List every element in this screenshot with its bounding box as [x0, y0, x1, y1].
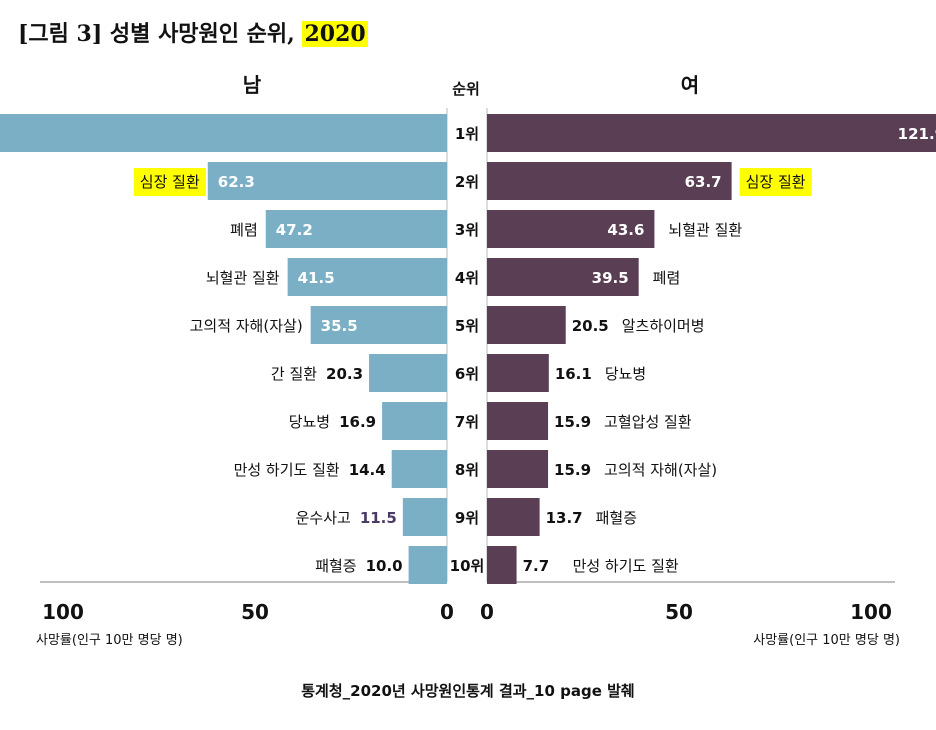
female-axis-tick-label: 50 — [665, 600, 693, 624]
female-value-label: 16.1 — [555, 365, 592, 383]
female-cause-label: 폐렴 — [653, 269, 681, 287]
rank-label: 3위 — [455, 221, 479, 239]
male-cause-label: 고의적 자해(자살) — [190, 317, 303, 335]
male-bar — [0, 114, 447, 152]
male-cause-label: 폐렴 — [230, 221, 258, 239]
female-value-label: 43.6 — [607, 221, 644, 239]
male-axis-tick-label: 100 — [42, 600, 84, 624]
male-value-label: 20.3 — [326, 365, 363, 383]
figure-title: [그림 3] 성별 사망원인 순위, 2020 — [18, 16, 368, 48]
female-value-label: 63.7 — [685, 173, 722, 191]
female-value-label: 121.9 — [898, 125, 936, 143]
male-bar — [265, 210, 447, 248]
rank-label: 2위 — [455, 173, 479, 191]
rank-label: 10위 — [450, 557, 485, 575]
female-cause-label: 패혈증 — [596, 509, 637, 527]
female-xlabel: 사망률(인구 10만 명당 명) — [753, 633, 900, 648]
female-bar — [487, 546, 517, 584]
female-axis-tick-label: 100 — [850, 600, 892, 624]
rank-label: 9위 — [455, 509, 479, 527]
female-bar — [487, 450, 549, 488]
female-cause-label: 당뇨병 — [605, 365, 646, 383]
female-axis-tick-label: 0 — [480, 600, 494, 624]
female-cause-label: 고의적 자해(자살) — [604, 461, 717, 479]
female-bar — [487, 498, 540, 536]
male-bar — [287, 258, 447, 296]
male-cause-label: 뇌혈관 질환 — [206, 269, 280, 287]
male-highlight-box — [133, 168, 206, 196]
male-value-label: 14.4 — [349, 461, 386, 479]
rank-header: 순위 — [452, 80, 480, 98]
male-bar — [369, 354, 447, 392]
male-bar — [391, 450, 447, 488]
rank-label: 5위 — [455, 317, 479, 335]
male-cause-label: 만성 하기도 질환 — [234, 461, 340, 479]
male-value-label: 10.0 — [366, 557, 403, 575]
female-bar — [487, 402, 549, 440]
female-cause-label: 만성 하기도 질환 — [573, 557, 679, 575]
male-cause-label: 운수사고 — [296, 509, 351, 527]
female-bar — [487, 354, 549, 392]
female-value-label: 7.7 — [523, 557, 550, 575]
female-value-label: 39.5 — [592, 269, 629, 287]
figure-title-prefix: [그림 3] 성별 사망원인 순위, — [18, 21, 303, 47]
female-bar — [487, 162, 732, 200]
female-cause-label: 뇌혈관 질환 — [668, 221, 742, 239]
female-bar — [487, 306, 566, 344]
male-bar — [408, 546, 447, 584]
male-cause-label: 심장 질환 — [140, 173, 200, 191]
male-cause-label: 당뇨병 — [289, 413, 330, 431]
female-bar — [487, 114, 936, 152]
female-bar — [487, 258, 639, 296]
rank-label: 1위 — [455, 125, 479, 143]
male-xlabel: 사망률(인구 10만 명당 명) — [36, 633, 183, 648]
female-cause-label: 고혈압성 질환 — [604, 413, 692, 431]
rank-label: 4위 — [455, 269, 479, 287]
male-bar — [382, 402, 447, 440]
rank-label: 6위 — [455, 365, 479, 383]
male-header: 남 — [243, 73, 262, 97]
male-bar — [310, 306, 447, 344]
male-cause-label: 간 질환 — [271, 365, 317, 383]
male-value-label: 62.3 — [218, 173, 255, 191]
female-bar — [487, 210, 655, 248]
female-value-label: 15.9 — [554, 461, 591, 479]
female-value-label: 15.9 — [554, 413, 591, 431]
male-value-label: 47.2 — [276, 221, 313, 239]
male-value-label: 35.5 — [321, 317, 358, 335]
female-cause-label: 심장 질환 — [746, 173, 806, 191]
male-bar — [207, 162, 447, 200]
male-axis-tick-label: 0 — [440, 600, 454, 624]
female-header: 여 — [681, 73, 699, 97]
source-note: 통계청_2020년 사망원인통계 결과_10 page 발췌 — [301, 682, 635, 700]
female-value-label: 20.5 — [572, 317, 609, 335]
rank-label: 8위 — [455, 461, 479, 479]
male-axis-tick-label: 50 — [241, 600, 269, 624]
male-value-label: 41.5 — [298, 269, 335, 287]
butterfly-bar-chart: 남 순위 여 사망률(인구 10만 명당 명) 사망률(인구 10만 명당 명)… — [0, 73, 936, 648]
male-value-label: 16.9 — [339, 413, 376, 431]
female-value-label: 13.7 — [546, 509, 583, 527]
male-cause-label: 패혈증 — [315, 557, 356, 575]
female-highlight-box — [739, 168, 812, 196]
female-cause-label: 알츠하이머병 — [622, 317, 705, 335]
male-value-label: 11.5 — [360, 509, 397, 527]
rank-label: 7위 — [455, 413, 479, 431]
figure-title-year: 2020 — [302, 21, 368, 47]
male-bar — [402, 498, 447, 536]
